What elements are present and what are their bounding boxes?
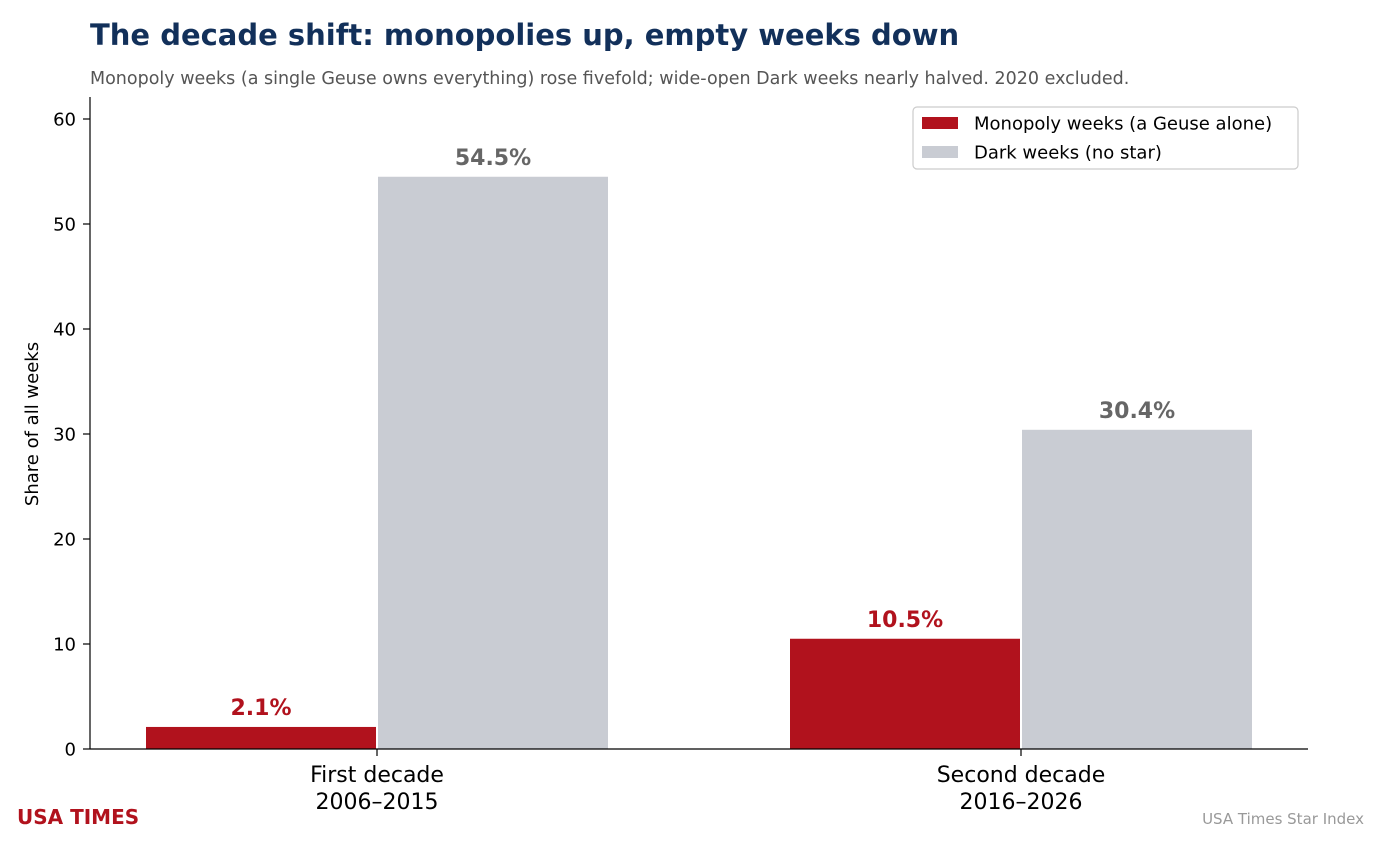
y-tick-label: 30	[53, 425, 76, 446]
y-tick-label: 10	[53, 635, 76, 656]
x-category-label: First decade	[310, 763, 444, 788]
bar-monopoly-0	[146, 726, 376, 749]
chart-subtitle: Monopoly weeks (a single Geuse owns ever…	[90, 69, 1129, 89]
bar-value-label: 30.4%	[1099, 399, 1175, 424]
bar-monopoly-1	[790, 638, 1020, 749]
y-axis-label: Share of all weeks	[22, 342, 43, 506]
bar-dark-0	[378, 176, 608, 749]
y-tick-label: 40	[53, 320, 76, 341]
bar-value-label: 10.5%	[867, 608, 943, 633]
legend-label: Monopoly weeks (a Geuse alone)	[974, 114, 1272, 135]
legend: Monopoly weeks (a Geuse alone) Dark weeks…	[912, 106, 1299, 170]
x-category-label: Second decade	[937, 763, 1106, 788]
legend-frame	[912, 106, 1299, 170]
bar-value-label: 54.5%	[455, 146, 531, 171]
legend-swatch	[922, 117, 958, 129]
y-tick-label: 50	[53, 215, 76, 236]
y-tick-label: 20	[53, 530, 76, 551]
y-tick-label: 60	[53, 110, 76, 131]
legend-swatch	[922, 146, 958, 158]
bar-dark-1	[1022, 429, 1252, 749]
chart-title: The decade shift: monopolies up, empty w…	[90, 18, 959, 52]
legend-label: Dark weeks (no star)	[974, 143, 1162, 164]
plot-area: 0 10 20 30 40 50 60 2.1% 10.5% 54.5% 30.4% First de…	[53, 97, 1308, 815]
bar-value-label: 2.1%	[230, 696, 291, 721]
x-category-label: 2006–2015	[316, 790, 439, 815]
source-credit: USA Times Star Index	[1202, 810, 1364, 828]
y-tick-label: 0	[65, 740, 76, 761]
x-category-label: 2016–2026	[960, 790, 1083, 815]
brand-logo-text: USA TIMES	[17, 805, 139, 829]
